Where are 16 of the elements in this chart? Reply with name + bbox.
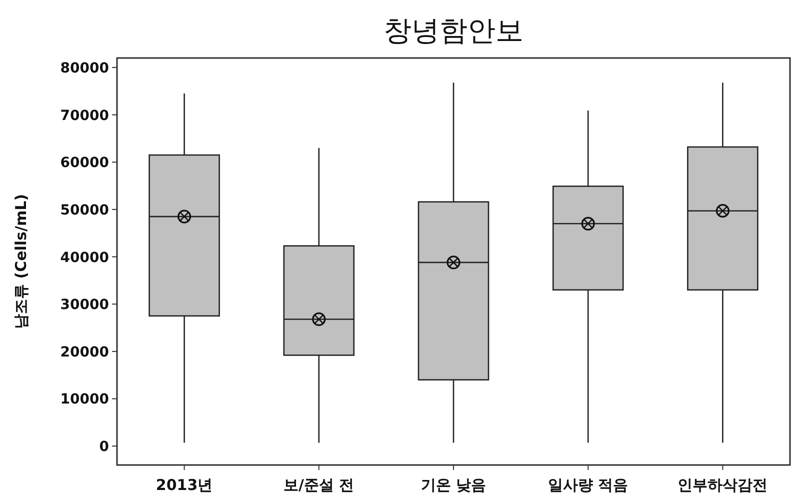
y-tick-label: 0 [99, 439, 110, 456]
x-tick-label: 보/준설 전 [284, 476, 354, 494]
y-tick-label: 30000 [60, 297, 110, 314]
x-tick-label: 일사량 적음 [548, 476, 628, 494]
y-tick-label: 10000 [60, 392, 110, 408]
x-tick-label: 기온 낮음 [420, 476, 486, 494]
y-tick-label: 50000 [60, 202, 110, 218]
chart-title: 창녕함안보 [384, 14, 524, 47]
y-tick-label: 70000 [60, 108, 110, 124]
x-tick-label: 2013년 [156, 476, 213, 494]
y-axis-title: 남조류 (Cells/mL) [12, 194, 30, 329]
x-tick-label: 인부하삭감전 [678, 476, 768, 494]
y-tick-label: 60000 [60, 155, 110, 172]
y-tick-label: 40000 [60, 250, 110, 266]
y-tick-label: 80000 [60, 60, 110, 76]
y-tick-label: 20000 [60, 344, 110, 360]
